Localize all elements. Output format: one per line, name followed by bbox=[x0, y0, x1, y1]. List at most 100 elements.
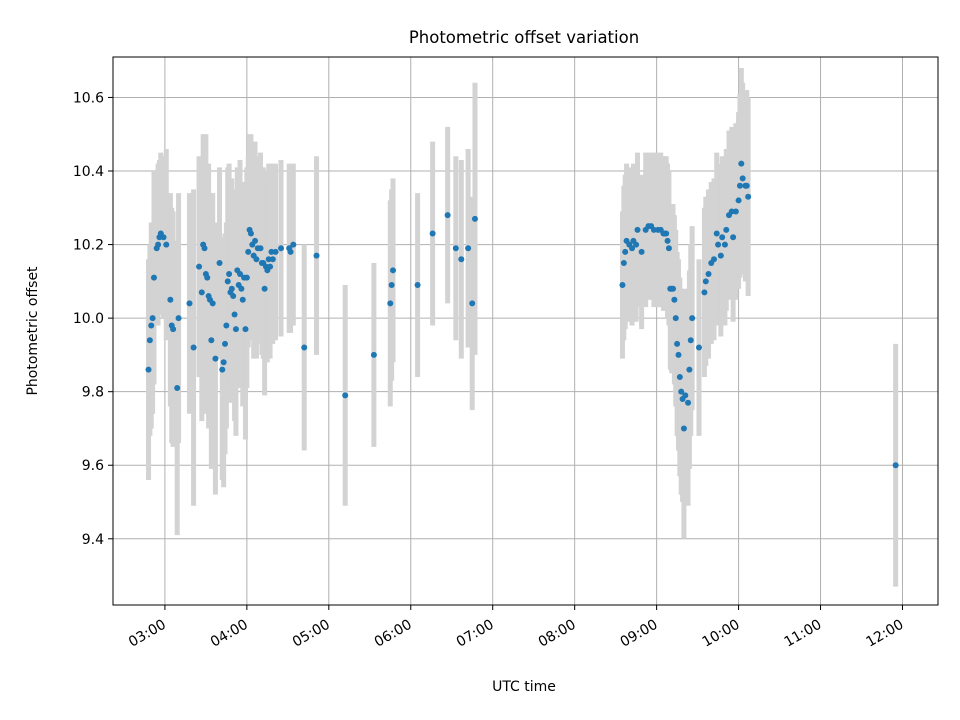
grid bbox=[113, 57, 938, 605]
x-tick-label: 05:00 bbox=[290, 617, 333, 651]
x-tick-label: 12:00 bbox=[864, 617, 907, 651]
y-tick-label: 9.4 bbox=[82, 532, 104, 548]
data-point bbox=[743, 182, 750, 189]
data-point bbox=[680, 425, 687, 432]
data-point bbox=[226, 270, 233, 277]
data-point bbox=[622, 248, 629, 255]
data-point bbox=[732, 208, 739, 215]
data-point bbox=[465, 245, 472, 252]
x-tick-label: 10:00 bbox=[700, 617, 743, 651]
data-point bbox=[710, 256, 717, 263]
data-point bbox=[220, 359, 227, 366]
x-axis: 03:00 04:00 05:00 06:00 07:00 08:00 09:00 10:00… bbox=[126, 605, 907, 651]
data-point bbox=[665, 245, 672, 252]
x-tick-label: 04:00 bbox=[208, 617, 251, 651]
data-point bbox=[738, 160, 745, 167]
data-point bbox=[705, 270, 712, 277]
chart-title: Photometric offset variation bbox=[409, 28, 639, 47]
data-point bbox=[702, 278, 709, 285]
x-tick-label: 07:00 bbox=[454, 617, 497, 651]
data-point bbox=[745, 193, 752, 200]
data-point bbox=[167, 296, 174, 303]
data-point bbox=[252, 237, 259, 244]
data-point bbox=[212, 355, 219, 362]
data-point bbox=[664, 237, 671, 244]
data-point bbox=[222, 340, 229, 347]
data-point bbox=[243, 274, 250, 281]
data-point bbox=[272, 248, 279, 255]
data-point bbox=[242, 326, 249, 333]
x-tick-label: 06:00 bbox=[372, 617, 415, 651]
data-point bbox=[414, 282, 421, 289]
data-point bbox=[429, 230, 436, 237]
data-point bbox=[175, 315, 182, 322]
data-point bbox=[721, 241, 728, 248]
data-point bbox=[198, 289, 205, 296]
data-point bbox=[717, 252, 724, 259]
data-point bbox=[390, 267, 397, 274]
data-point bbox=[224, 278, 231, 285]
data-point bbox=[201, 245, 208, 252]
data-point bbox=[290, 241, 297, 248]
data-point bbox=[228, 285, 235, 292]
data-point bbox=[301, 344, 308, 351]
data-point bbox=[469, 300, 476, 307]
y-tick-label: 10.0 bbox=[73, 311, 104, 327]
data-point bbox=[620, 259, 627, 266]
y-tick-label: 9.8 bbox=[82, 385, 104, 401]
data-point bbox=[735, 197, 742, 204]
data-point bbox=[190, 344, 197, 351]
data-point bbox=[619, 282, 626, 289]
y-tick-label: 10.6 bbox=[73, 90, 104, 106]
data-point bbox=[219, 366, 226, 373]
error-bars bbox=[146, 68, 899, 587]
data-point bbox=[471, 215, 478, 222]
data-point bbox=[387, 300, 394, 307]
data-point bbox=[237, 270, 244, 277]
data-point bbox=[739, 175, 746, 182]
data-point bbox=[163, 241, 170, 248]
x-tick-label: 09:00 bbox=[618, 617, 661, 651]
data-point bbox=[629, 245, 636, 252]
data-point bbox=[713, 230, 720, 237]
data-point bbox=[208, 337, 215, 344]
data-point bbox=[682, 392, 689, 399]
data-point bbox=[634, 226, 641, 233]
data-point bbox=[278, 245, 285, 252]
data-point bbox=[145, 366, 152, 373]
data-point bbox=[146, 337, 153, 344]
plot-frame bbox=[112, 56, 939, 606]
data-point bbox=[633, 241, 640, 248]
data-point bbox=[313, 252, 320, 259]
x-tick-label: 11:00 bbox=[782, 617, 825, 651]
data-point bbox=[174, 385, 181, 392]
data-point bbox=[452, 245, 459, 252]
data-point bbox=[232, 326, 239, 333]
data-point bbox=[663, 230, 670, 237]
data-point bbox=[715, 241, 722, 248]
data-point bbox=[196, 263, 203, 270]
data-point bbox=[686, 366, 693, 373]
data-point bbox=[671, 296, 678, 303]
data-point bbox=[245, 248, 252, 255]
data-point bbox=[672, 315, 679, 322]
data-point bbox=[678, 388, 685, 395]
data-point bbox=[231, 311, 238, 318]
data-point bbox=[701, 289, 708, 296]
y-tick-label: 10.2 bbox=[73, 238, 104, 254]
x-axis-label: UTC time bbox=[492, 679, 556, 695]
y-axis-label: Photometric offset bbox=[25, 266, 41, 396]
data-point bbox=[719, 234, 726, 241]
data-point bbox=[230, 293, 237, 300]
data-point bbox=[170, 326, 177, 333]
data-point bbox=[723, 226, 730, 233]
data-point bbox=[257, 245, 264, 252]
data-point bbox=[892, 462, 899, 469]
data-point bbox=[388, 282, 395, 289]
data-point bbox=[695, 344, 702, 351]
data-point bbox=[342, 392, 349, 399]
data-point bbox=[247, 230, 254, 237]
data-point bbox=[287, 248, 294, 255]
data-point bbox=[674, 340, 681, 347]
data-point bbox=[216, 259, 223, 266]
